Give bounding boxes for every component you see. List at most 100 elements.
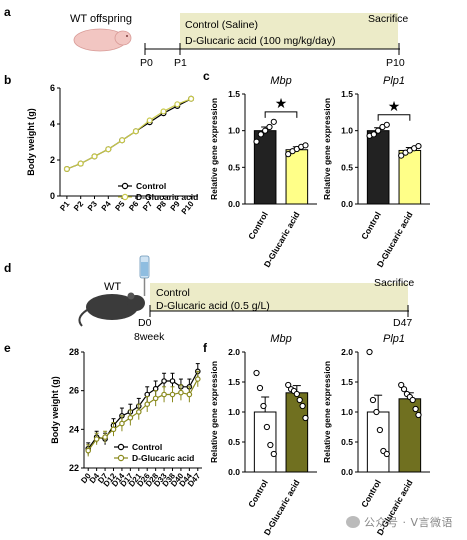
tick-label-p10: P10: [386, 57, 405, 69]
x-tick-label: Control: [246, 210, 270, 241]
bar-0: [253, 411, 277, 473]
panel-letter-c: c: [203, 69, 210, 83]
x-tick-label: P4: [100, 199, 114, 213]
data-point: [270, 450, 277, 458]
data-point: [267, 441, 274, 449]
y-axis-label: Relative gene expression: [322, 98, 332, 200]
panel-letter-e: e: [4, 341, 11, 355]
animal-label-a: WT offspring: [70, 13, 132, 25]
data-point: [77, 160, 84, 167]
significance-star: ★: [388, 98, 401, 114]
y-axis-label: Body weight (g): [50, 376, 60, 444]
wechat-icon: [345, 516, 360, 528]
sacrifice-label-d: Sacrifice: [374, 277, 414, 289]
y-tick-label: 0.5: [341, 437, 353, 447]
data-point: [302, 142, 309, 149]
y-tick-label: 1.5: [341, 89, 353, 99]
chart-title: Plp1: [383, 333, 405, 345]
data-point: [119, 137, 126, 144]
y-tick-label: 1.0: [341, 126, 353, 136]
legend-label: Control: [132, 442, 162, 452]
x-tick-label: Control: [359, 478, 383, 509]
x-tick-label: P2: [72, 199, 86, 213]
y-tick-label: 0.0: [228, 199, 240, 209]
y-tick-label: 26: [69, 386, 79, 396]
data-point: [194, 376, 201, 382]
panel-letter-b: b: [4, 73, 11, 87]
x-tick-label: Control: [246, 478, 270, 509]
chart-c-mbp: 0.0 0.5 1.0 1.5 Relative gene expression Mbp C…: [209, 75, 317, 269]
data-point: [152, 395, 159, 402]
bar-1: [285, 149, 309, 205]
panel-letter-a: a: [4, 5, 11, 19]
data-point: [266, 123, 273, 131]
y-tick-label: 1.0: [341, 407, 353, 417]
data-point: [299, 402, 306, 410]
data-point: [91, 153, 98, 160]
y-axis-label: Relative gene expression: [322, 361, 332, 463]
data-point: [285, 381, 292, 389]
chart-title: Plp1: [383, 75, 405, 87]
data-point: [398, 152, 405, 159]
data-point: [260, 402, 267, 410]
bottle-icon: [139, 255, 150, 296]
x-tick-label: P5: [113, 199, 127, 213]
y-tick-label: 24: [69, 424, 79, 434]
mouse-illustration: [78, 292, 145, 327]
data-point: [160, 108, 167, 115]
y-tick-label: 4: [50, 119, 55, 129]
data-point: [93, 436, 100, 442]
data-point: [85, 447, 92, 454]
treatment-band-a: [180, 13, 398, 49]
y-tick-label: 0.5: [228, 162, 240, 172]
y-tick-label: 0.0: [228, 467, 240, 477]
data-point: [398, 381, 405, 389]
data-point: [415, 142, 422, 150]
data-point: [178, 389, 184, 396]
tick-label-d47: D47: [393, 317, 412, 329]
y-tick-label: 0.5: [341, 162, 353, 172]
chart-title: Mbp: [270, 75, 291, 87]
legend-label: D-Glucaric acid: [136, 192, 198, 202]
data-point: [110, 426, 117, 433]
x-tick-label: P1: [58, 199, 72, 213]
data-point: [262, 127, 269, 134]
y-tick-label: 2.0: [228, 347, 240, 357]
data-point: [409, 396, 416, 404]
data-point: [263, 423, 270, 431]
x-tick-label: D-Glucaric acid: [262, 210, 302, 269]
x-tick-label: D-Glucaric acid: [375, 210, 415, 269]
panel-d: d WT Control D-Glucaric acid (0.5 g/L) S…: [4, 255, 414, 343]
data-point: [253, 138, 260, 145]
data-point: [63, 166, 70, 173]
legend-marker: [117, 454, 125, 462]
y-tick-label: 22: [69, 463, 79, 473]
significance-star: ★: [275, 95, 288, 111]
series-line-0: [66, 98, 192, 170]
chart-title: Mbp: [270, 333, 291, 345]
data-point: [370, 131, 377, 138]
y-tick-label: 2.0: [341, 347, 353, 357]
data-point: [105, 146, 112, 153]
y-tick-label: 1.5: [341, 377, 353, 387]
x-tick-label: Control: [359, 210, 383, 241]
series-line-1: [66, 98, 192, 170]
panel-a: a WT offspring Control (Saline) D-Glucar…: [4, 5, 408, 69]
watermark: 公众号 · V言微语: [345, 514, 453, 530]
tick-label-p1: P1: [174, 57, 187, 69]
data-point: [302, 414, 309, 422]
y-axis-label: Body weight (g): [26, 108, 36, 176]
data-point: [285, 151, 292, 158]
y-tick-label: 2: [50, 155, 55, 165]
sacrifice-label-a: Sacrifice: [368, 13, 408, 25]
data-point: [102, 434, 108, 440]
data-point: [375, 127, 382, 134]
bar-0: [366, 411, 390, 473]
y-tick-label: 1.0: [228, 407, 240, 417]
data-point: [146, 117, 153, 124]
data-point: [253, 369, 260, 377]
significance-bracket: [264, 111, 298, 118]
